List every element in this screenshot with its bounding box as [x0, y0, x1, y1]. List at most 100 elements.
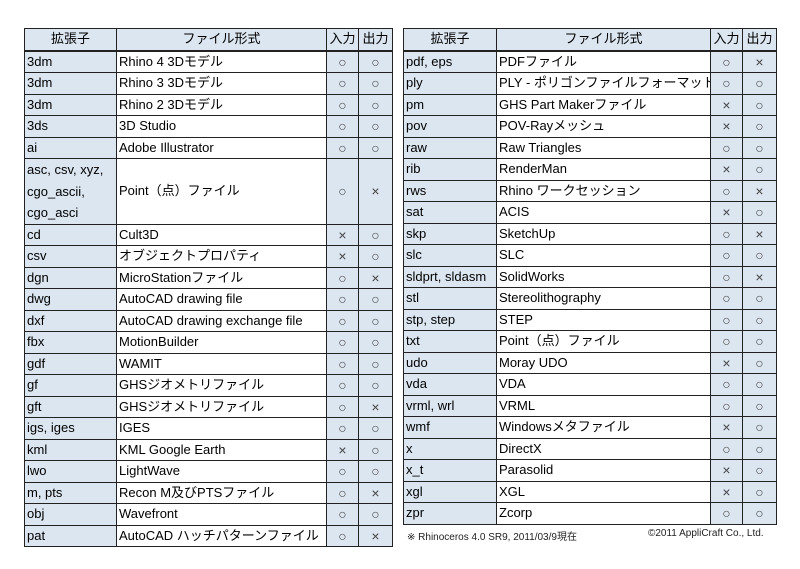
- input-support-cell: ×: [710, 480, 743, 503]
- format-cell: XGL: [496, 480, 711, 503]
- output-support-cell: ○: [742, 93, 777, 116]
- format-cell: Zcorp: [496, 502, 711, 525]
- table-row: fbx MotionBuilder ○ ○: [24, 331, 393, 354]
- table-row: csv オブジェクトプロパティ × ○: [24, 245, 393, 268]
- table-row: lwo LightWave ○ ○: [24, 460, 393, 483]
- extension-cell: csv: [24, 245, 117, 268]
- format-cell: Rhino 2 3Dモデル: [116, 93, 327, 116]
- extension-cell: pm: [403, 93, 497, 116]
- output-support-cell: ○: [358, 136, 393, 159]
- output-support-cell: ○: [742, 115, 777, 138]
- extension-cell: obj: [24, 503, 117, 526]
- input-support-cell: ○: [326, 417, 359, 440]
- input-support-cell: ×: [326, 223, 359, 246]
- input-support-cell: ○: [326, 331, 359, 354]
- input-support-cell: ○: [326, 395, 359, 418]
- extension-cell: pdf, eps: [403, 50, 497, 73]
- table-row: stl Stereolithography ○ ○: [403, 287, 777, 310]
- output-support-cell: ○: [742, 502, 777, 525]
- output-support-cell: ○: [358, 223, 393, 246]
- input-support-cell: ○: [326, 481, 359, 504]
- input-support-cell: ×: [326, 438, 359, 461]
- output-support-cell: ○: [742, 373, 777, 396]
- header-input: 入力: [710, 28, 743, 52]
- output-support-cell: ○: [358, 374, 393, 397]
- input-support-cell: ○: [710, 308, 743, 331]
- input-support-cell: ○: [710, 287, 743, 310]
- format-cell: MotionBuilder: [116, 331, 327, 354]
- format-cell: VDA: [496, 373, 711, 396]
- format-cell: ACIS: [496, 201, 711, 224]
- format-cell: Wavefront: [116, 503, 327, 526]
- input-support-cell: ○: [326, 524, 359, 547]
- input-support-cell: ×: [326, 245, 359, 268]
- format-cell: IGES: [116, 417, 327, 440]
- input-support-cell: ○: [710, 437, 743, 460]
- extension-cell: 3dm: [24, 72, 117, 95]
- table-row: sat ACIS × ○: [403, 201, 777, 224]
- format-cell: Windowsメタファイル: [496, 416, 711, 439]
- input-support-cell: ○: [326, 115, 359, 138]
- input-support-cell: ○: [710, 72, 743, 95]
- extension-cell: gf: [24, 374, 117, 397]
- extension-cell: pov: [403, 115, 497, 138]
- input-support-cell: ○: [326, 158, 359, 225]
- header-format: ファイル形式: [496, 28, 711, 52]
- extension-cell: rib: [403, 158, 497, 181]
- extension-cell: 3dm: [24, 93, 117, 116]
- output-support-cell: ×: [742, 179, 777, 202]
- input-support-cell: ○: [710, 179, 743, 202]
- format-cell: VRML: [496, 394, 711, 417]
- extension-cell: 3ds: [24, 115, 117, 138]
- output-support-cell: ○: [742, 459, 777, 482]
- input-support-cell: ○: [710, 244, 743, 267]
- format-cell: WAMIT: [116, 352, 327, 375]
- table-row: cd Cult3D × ○: [24, 223, 393, 246]
- table-row: x_t Parasolid × ○: [403, 459, 777, 482]
- format-cell: AutoCAD ハッチパターンファイル: [116, 524, 327, 547]
- extension-cell: gdf: [24, 352, 117, 375]
- input-support-cell: ○: [326, 266, 359, 289]
- table-row: dgn MicroStationファイル ○ ×: [24, 266, 393, 289]
- input-support-cell: ○: [710, 222, 743, 245]
- extension-cell: pat: [24, 524, 117, 547]
- header-format: ファイル形式: [116, 28, 327, 52]
- output-support-cell: ×: [358, 524, 393, 547]
- table-row: skp SketchUp ○ ×: [403, 222, 777, 245]
- output-support-cell: ○: [358, 460, 393, 483]
- extension-cell: raw: [403, 136, 497, 159]
- format-cell: POV-Rayメッシュ: [496, 115, 711, 138]
- extension-cell: fbx: [24, 331, 117, 354]
- output-support-cell: ○: [742, 480, 777, 503]
- output-support-cell: ○: [358, 115, 393, 138]
- header-ext: 拡張子: [24, 28, 117, 52]
- table-row: rib RenderMan × ○: [403, 158, 777, 181]
- output-support-cell: ○: [358, 331, 393, 354]
- input-support-cell: ○: [710, 330, 743, 353]
- extension-cell: 3dm: [24, 50, 117, 73]
- format-cell: GHSジオメトリファイル: [116, 395, 327, 418]
- format-cell: 3D Studio: [116, 115, 327, 138]
- table-row: gdf WAMIT ○ ○: [24, 352, 393, 375]
- table-row: kml KML Google Earth × ○: [24, 438, 393, 461]
- table-row: obj Wavefront ○ ○: [24, 503, 393, 526]
- extension-cell: zpr: [403, 502, 497, 525]
- table-row: slc SLC ○ ○: [403, 244, 777, 267]
- output-support-cell: ×: [742, 265, 777, 288]
- table-row: vrml, wrl VRML ○ ○: [403, 394, 777, 417]
- table-row: zpr Zcorp ○ ○: [403, 502, 777, 525]
- input-support-cell: ○: [326, 374, 359, 397]
- table-row: x DirectX ○ ○: [403, 437, 777, 460]
- output-support-cell: ○: [358, 309, 393, 332]
- format-cell: Stereolithography: [496, 287, 711, 310]
- format-cell: AutoCAD drawing exchange file: [116, 309, 327, 332]
- table-row: stp, step STEP ○ ○: [403, 308, 777, 331]
- extension-cell: ply: [403, 72, 497, 95]
- extension-cell: vrml, wrl: [403, 394, 497, 417]
- input-support-cell: ○: [710, 136, 743, 159]
- format-cell: Point（点）ファイル: [116, 158, 327, 225]
- extension-cell: asc, csv, xyz, cgo_ascii, cgo_asci: [24, 158, 117, 225]
- output-support-cell: ×: [358, 266, 393, 289]
- format-cell: MicroStationファイル: [116, 266, 327, 289]
- format-table-left: 拡張子 ファイル形式 入力 出力 3dm Rhino 4 3Dモデル ○ ○ 3dm Rh…: [24, 28, 393, 547]
